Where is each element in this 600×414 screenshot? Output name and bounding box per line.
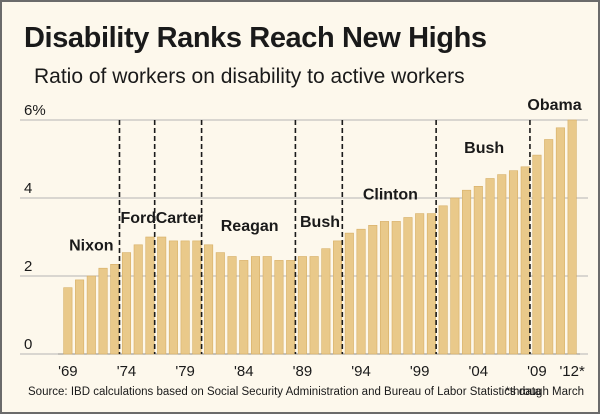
bar: [473, 186, 483, 355]
bar: [274, 260, 284, 355]
bar: [262, 256, 272, 355]
bar: [98, 267, 108, 355]
bar: [520, 166, 530, 355]
bar: [485, 178, 495, 355]
labels: 0 2 4 6% Nixon Ford Carter Reagan Bush Clinton Bus…: [24, 97, 585, 380]
bar: [391, 221, 401, 355]
bar: [239, 260, 249, 355]
administration-label: Obama: [527, 97, 581, 114]
bar: [63, 287, 73, 355]
x-tick-label: '09: [527, 363, 547, 380]
administration-label: Bush: [300, 214, 340, 231]
bar: [426, 213, 436, 355]
x-tick-label: '79: [175, 363, 195, 380]
bar: [75, 279, 85, 355]
bar: [497, 174, 507, 355]
x-tick-label: '84: [234, 363, 254, 380]
bar: [121, 252, 132, 355]
bar: [415, 213, 425, 355]
bar: [297, 256, 307, 355]
y-tick-label: 2: [24, 258, 32, 275]
bar-chart: 0 2 4 6% Nixon Ford Carter Reagan Bush Clinton Bus…: [20, 97, 588, 380]
bar: [344, 232, 354, 355]
bar: [168, 240, 178, 355]
y-tick-label: 4: [24, 180, 32, 197]
bar: [321, 248, 331, 355]
x-tick-label: '04: [469, 363, 489, 380]
administration-label: Nixon: [69, 237, 113, 254]
bar: [309, 256, 319, 355]
bar: [356, 228, 366, 355]
bar: [157, 236, 167, 355]
bar: [462, 189, 472, 355]
y-tick-label: 6%: [24, 102, 46, 119]
bar: [180, 240, 190, 355]
bars: [63, 119, 577, 355]
bar: [86, 275, 96, 355]
bar: [215, 252, 225, 355]
x-tick-label: '99: [410, 363, 430, 380]
bar: [145, 236, 155, 355]
chart-subtitle: Ratio of workers on disability to active…: [34, 65, 465, 88]
bar: [555, 127, 565, 355]
chart-title: Disability Ranks Reach New Highs: [24, 22, 487, 54]
bar: [250, 256, 261, 355]
bar: [368, 225, 378, 355]
x-tick-label: '12*: [559, 363, 585, 380]
bar: [110, 263, 120, 355]
x-tick-label: '94: [351, 363, 371, 380]
bar: [192, 240, 202, 355]
bar: [333, 240, 343, 355]
x-tick-label: '74: [117, 363, 137, 380]
bar: [379, 221, 390, 355]
administration-label: Bush: [464, 140, 504, 157]
administration-dividers: [118, 120, 531, 354]
administration-label: Carter: [156, 210, 203, 227]
administration-label: Clinton: [363, 187, 418, 204]
administration-label: Reagan: [221, 218, 279, 235]
footnote: *through March: [505, 386, 584, 398]
x-tick-label: '69: [58, 363, 78, 380]
bar: [286, 260, 296, 355]
administration-label: Ford: [120, 210, 156, 227]
y-tick-label: 0: [24, 336, 32, 353]
bar: [227, 256, 237, 355]
bar: [567, 119, 577, 355]
bar: [403, 217, 413, 355]
bar: [204, 244, 214, 355]
bar: [450, 197, 460, 355]
source-note: Source: IBD calculations based on Social…: [28, 386, 542, 398]
bar: [438, 205, 448, 355]
bar: [508, 170, 519, 355]
x-tick-label: '89: [293, 363, 313, 380]
bar: [544, 139, 554, 355]
bar: [133, 244, 143, 355]
bar: [532, 154, 542, 355]
